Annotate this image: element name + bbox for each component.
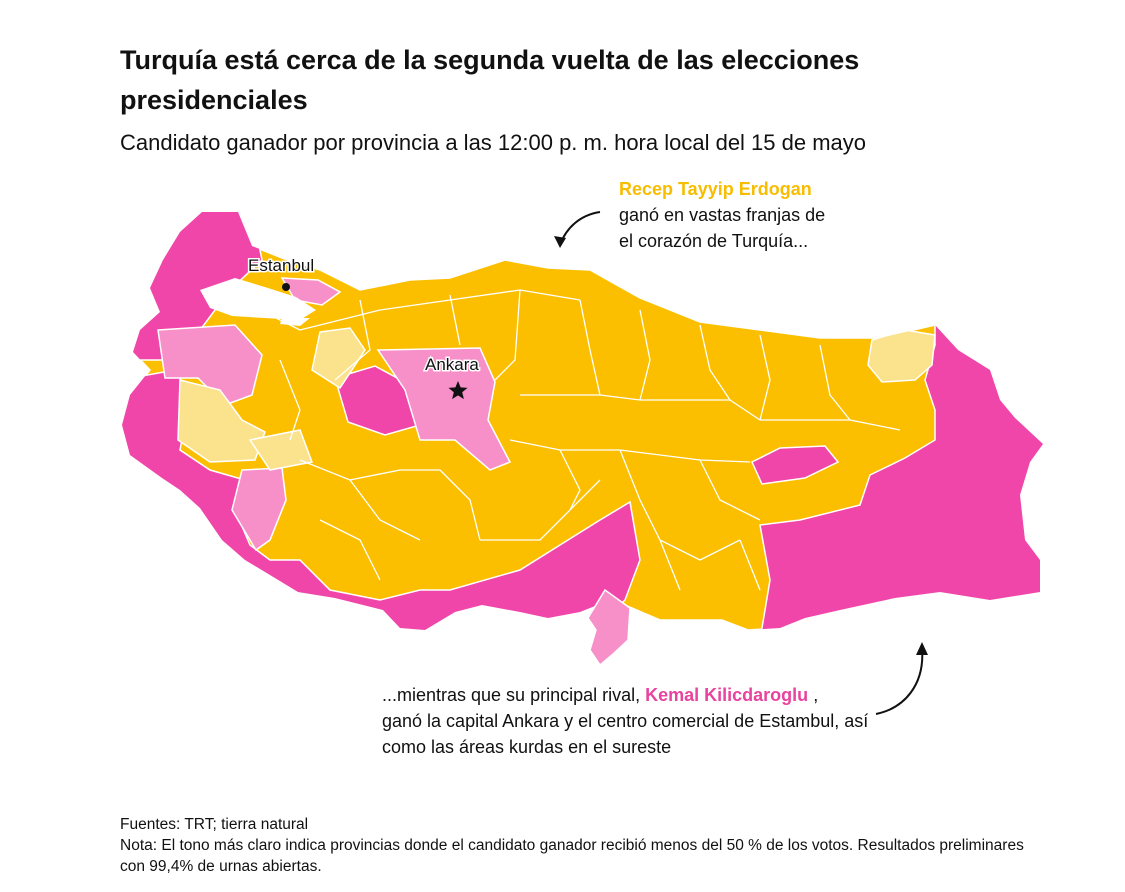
region-balikesir (157, 324, 263, 406)
province-borders (239, 289, 901, 591)
erdogan-text-line2: el corazón de Turquía... (619, 231, 809, 251)
kilicdaroglu-name: Kemal Kilicdaroglu (645, 685, 809, 705)
kilicdaroglu-intro: ...mientras que su principal rival, (382, 685, 641, 705)
arrow-top-icon (559, 211, 601, 246)
ankara-label: Ankara (425, 355, 479, 374)
marmara-islands (280, 318, 310, 326)
region-hatay (587, 588, 631, 667)
sea-of-marmara (200, 278, 316, 320)
istanbul-label: Estanbul (248, 256, 314, 275)
chart-title: Turquía está cerca de la segunda vuelta … (120, 45, 860, 115)
footer: Fuentes: TRT; tierra natural Nota: El to… (120, 814, 1040, 877)
region-tunceli (751, 445, 840, 485)
erdogan-annotation: Recep Tayyip Erdogan ganó en vastas fran… (619, 176, 825, 254)
arrow-top-head-icon (554, 236, 566, 248)
kilicdaroglu-text: ganó la capital Ankara y el centro comer… (382, 711, 869, 757)
erdogan-name: Recep Tayyip Erdogan (619, 179, 812, 199)
erdogan-text-line1: ganó en vastas franjas de (619, 205, 826, 225)
region-bilecik (311, 327, 366, 390)
arrow-bottom-head-icon (916, 642, 928, 655)
chart-subtitle: Candidato ganador por provincia a las 12… (120, 130, 867, 155)
istanbul-marker (282, 283, 290, 291)
region-east (759, 317, 1043, 630)
region-ankara (376, 347, 512, 471)
kilicdaroglu-annotation: ...mientras que su principal rival, Kema… (382, 682, 902, 760)
footer-note: Nota: El tono más claro indica provincia… (120, 837, 1024, 875)
arrow-bottom-icon (875, 647, 924, 715)
region-manisa (248, 429, 314, 471)
kilicdaroglu-comma: , (813, 685, 819, 705)
ankara-star-icon (448, 381, 468, 400)
footer-sources: Fuentes: TRT; tierra natural (120, 816, 309, 833)
